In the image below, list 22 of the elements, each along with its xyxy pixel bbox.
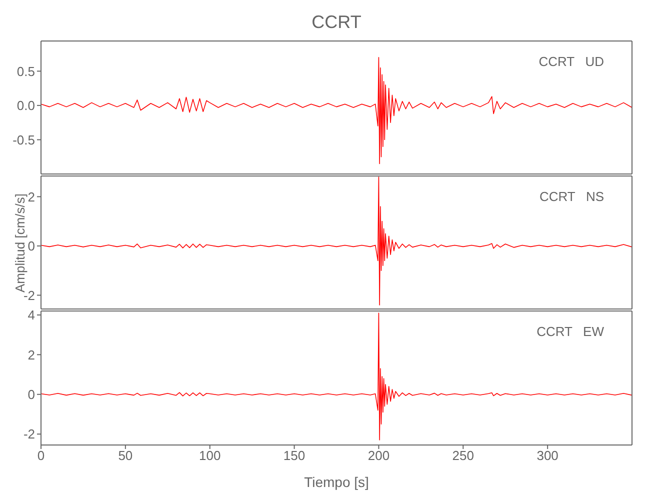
x-tick-label: 0 (37, 448, 45, 464)
line-series (41, 57, 632, 164)
x-tick-label: 50 (118, 448, 133, 464)
y-tick-label: 2 (28, 347, 35, 362)
y-tick-label: -0.5 (12, 132, 35, 148)
y-tick-label: 2 (28, 189, 35, 204)
x-axis-title: Tiempo [s] (304, 474, 369, 490)
y-tick-label: 0.5 (16, 64, 35, 79)
x-tick-label: 150 (283, 448, 306, 464)
x-tick-label: 100 (199, 448, 221, 464)
x-tick-label: 250 (452, 448, 474, 464)
y-tick-label: 0 (28, 238, 35, 254)
x-tick-label: 300 (536, 448, 558, 464)
y-tick-label: 0.0 (16, 98, 35, 114)
annotation: CCRT EW (536, 324, 604, 339)
annotation: CCRT UD (538, 54, 604, 69)
x-tick-label: 200 (368, 448, 390, 464)
y-tick-label: -2 (23, 426, 35, 442)
y-tick-label: 0 (28, 386, 35, 402)
y-tick-label: 4 (28, 308, 35, 323)
annotation: CCRT NS (539, 189, 604, 204)
chart-title: CCRT (310, 12, 362, 33)
